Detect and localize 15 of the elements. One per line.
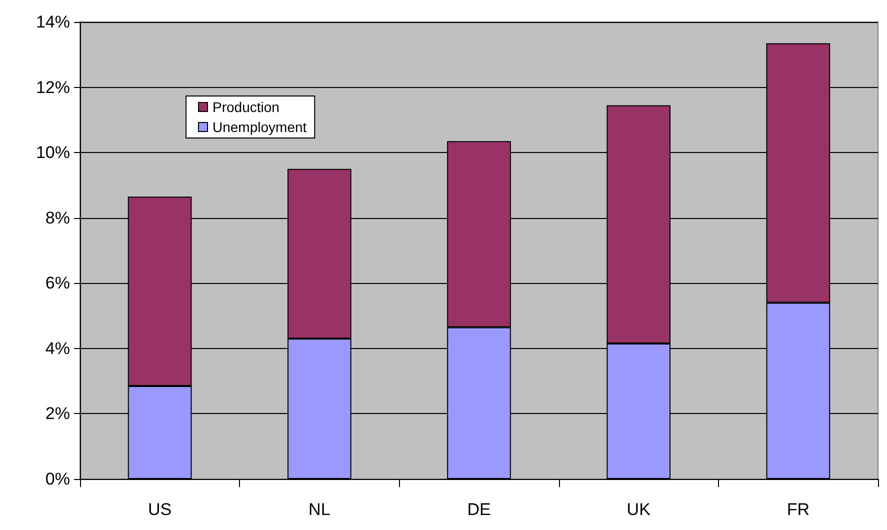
x-tick-label: US <box>148 500 172 519</box>
y-tick-label: 12% <box>36 78 70 97</box>
y-tick-label: 0% <box>45 470 70 488</box>
y-tick-label: 4% <box>45 338 70 358</box>
y-tick-label: 10% <box>36 143 70 162</box>
x-tick-label: FR <box>786 500 810 519</box>
y-tick-label: 8% <box>45 208 70 228</box>
y-tick-label: 2% <box>45 404 70 424</box>
x-tick-label: DE <box>467 500 491 519</box>
x-tick-label: NL <box>308 500 330 519</box>
x-tick-label: UK <box>626 500 652 519</box>
legend-label: Unemployment <box>212 119 307 135</box>
legend-label: Production <box>212 99 280 115</box>
y-tick-label: 14% <box>36 12 70 32</box>
y-tick-label: 6% <box>45 274 70 293</box>
